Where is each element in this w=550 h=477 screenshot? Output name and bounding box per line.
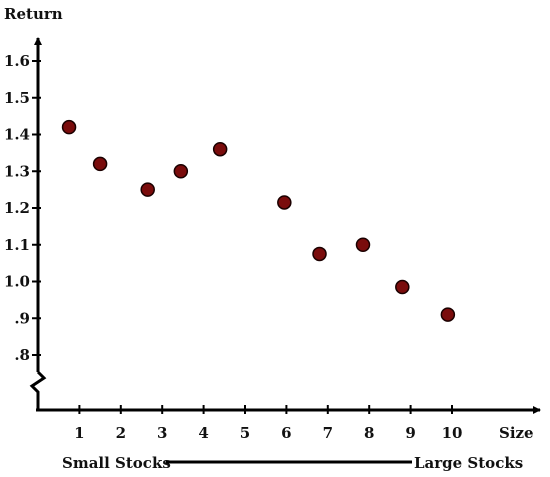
x-tick-label: 9: [405, 424, 415, 442]
x-tick-label: 2: [116, 424, 126, 442]
data-point: [140, 182, 155, 197]
x-tick-label: 4: [198, 424, 208, 442]
small-stocks-label: Small Stocks: [62, 454, 171, 472]
data-point: [173, 164, 189, 179]
y-ticks: .8 .9 1.0 1.1 1.2 1.3 1.4 1.5 1.6: [4, 52, 41, 364]
x-tick-label: 8: [364, 424, 374, 442]
y-axis-title: Return: [4, 5, 63, 23]
data-point: [277, 195, 292, 210]
data-point: [440, 307, 456, 322]
x-tick-label: 3: [157, 424, 167, 442]
size-spectrum: Small Stocks Large Stocks: [62, 454, 523, 472]
y-tick-label: .9: [14, 309, 30, 327]
x-tick-label: 5: [240, 424, 250, 442]
data-point: [92, 156, 108, 172]
data-point: [61, 119, 77, 135]
y-tick-label: 1.6: [4, 52, 30, 70]
y-axis: [29, 37, 47, 410]
data-point: [212, 141, 228, 157]
large-stocks-label: Large Stocks: [414, 454, 523, 472]
data-point: [355, 237, 371, 252]
y-tick-label: 1.3: [4, 162, 30, 180]
y-tick-label: 1.1: [4, 236, 30, 254]
y-tick-label: 1.2: [4, 199, 30, 217]
x-tick-label: 6: [281, 424, 291, 442]
data-point: [395, 279, 410, 295]
y-tick-label: 1.4: [4, 126, 30, 144]
x-tick-label: 7: [323, 424, 333, 442]
y-axis-break: [29, 370, 47, 410]
y-tick-label: 1.0: [4, 273, 30, 291]
x-ticks: 1 2 3 4 5 6 7 8 9 10: [74, 405, 462, 442]
data-point: [312, 246, 327, 262]
data-points: [61, 119, 456, 322]
x-axis-title: Size: [499, 424, 534, 442]
x-tick-label: 10: [442, 424, 463, 442]
x-tick-label: 1: [74, 424, 84, 442]
y-tick-label: .8: [14, 346, 30, 364]
y-tick-label: 1.5: [4, 89, 30, 107]
